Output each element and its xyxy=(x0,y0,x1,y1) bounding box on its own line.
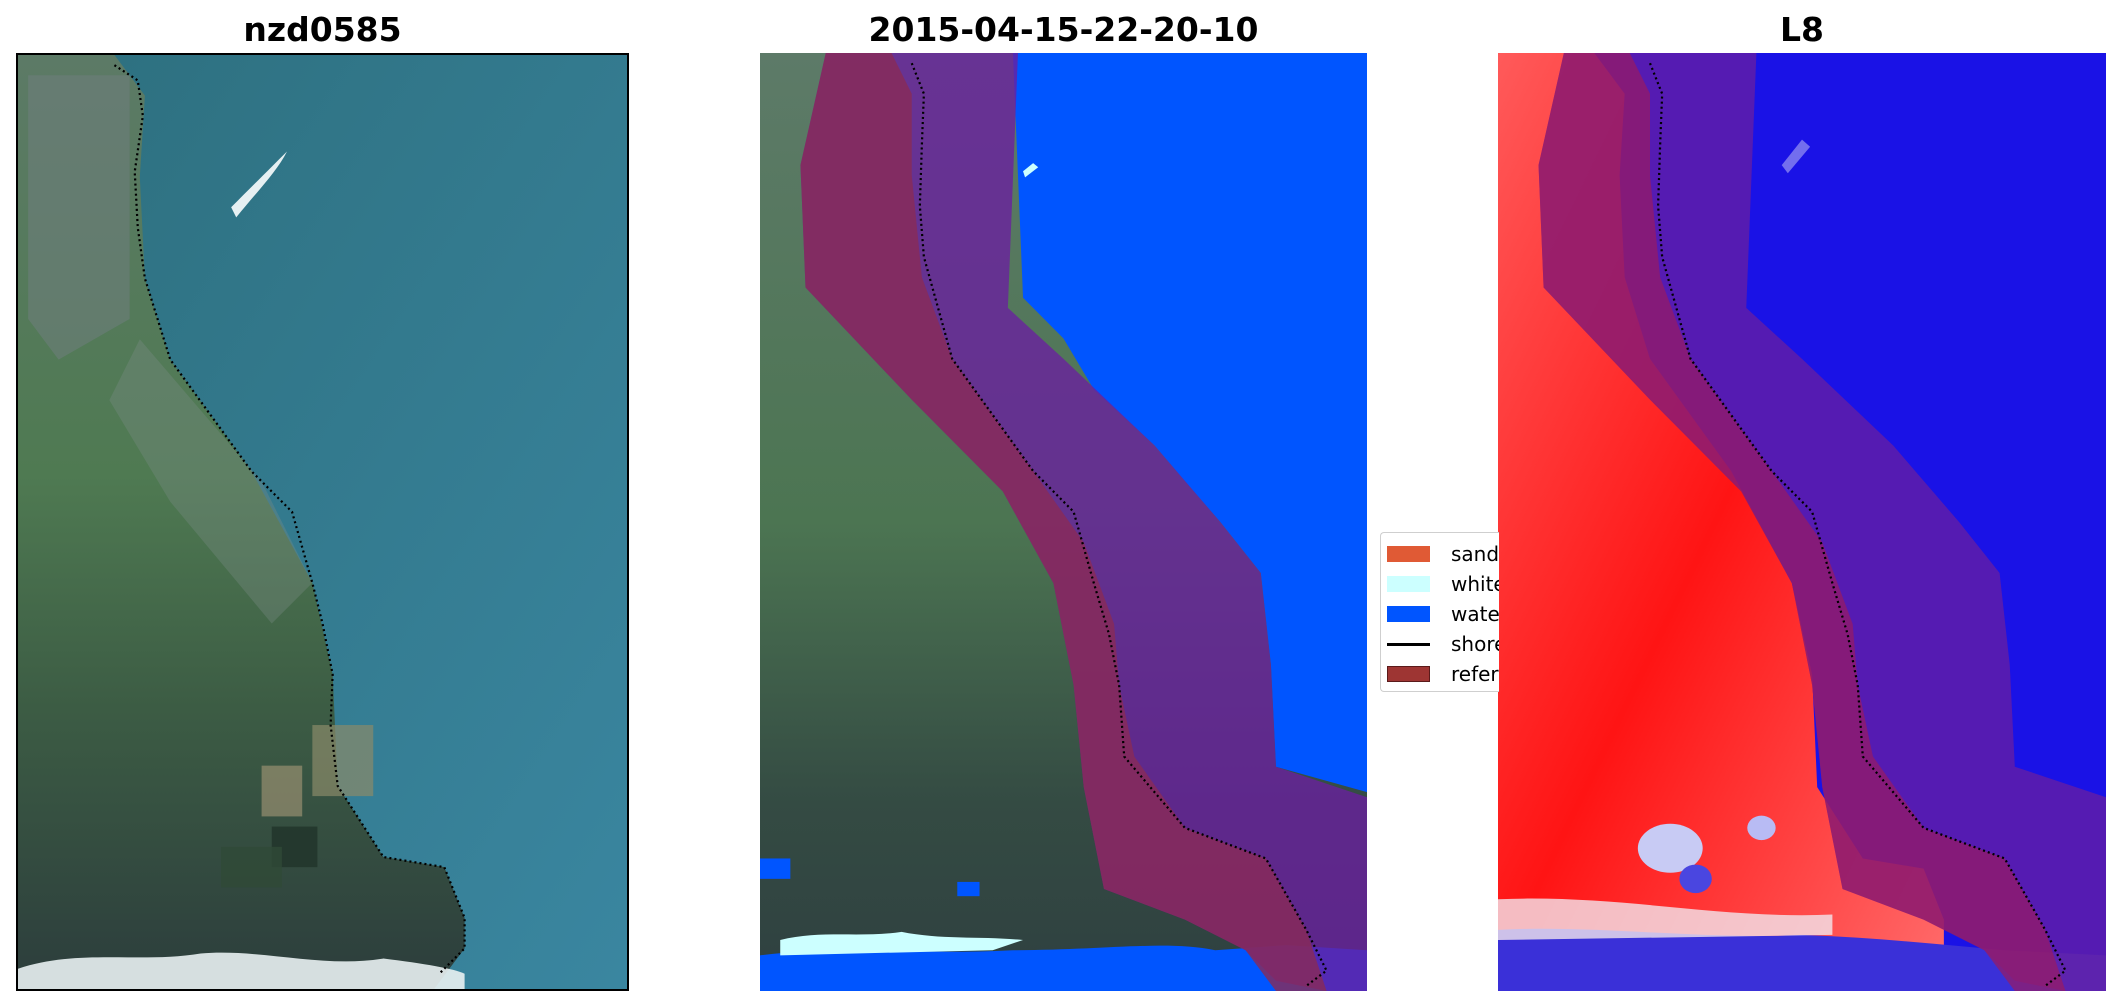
water-swatch xyxy=(1387,606,1430,622)
shoreline-swatch xyxy=(1387,643,1430,646)
legend-item-whitewater: whitewater xyxy=(1387,571,1499,597)
reference-swatch xyxy=(1387,666,1430,682)
sand-swatch xyxy=(1387,546,1430,562)
reference-buffer xyxy=(1538,53,2106,991)
index-panel xyxy=(1498,53,2106,991)
legend-item-sand: sand xyxy=(1387,541,1499,567)
legend: sand whitewater water shoreline referenc… xyxy=(1380,532,1499,692)
legend-item-shoreline: shoreline xyxy=(1387,631,1499,657)
panel-title-3: L8 xyxy=(1780,10,1824,49)
panel-title-1: nzd0585 xyxy=(243,10,402,49)
panel-title-2: 2015-04-15-22-20-10 xyxy=(868,10,1259,49)
whitewater-swatch xyxy=(1387,576,1430,592)
classified-image xyxy=(760,53,1367,991)
legend-item-water: water xyxy=(1387,601,1499,627)
classification-panel xyxy=(760,53,1367,991)
water-class-area xyxy=(1012,53,1367,793)
rgb-image xyxy=(18,55,627,989)
shoreline-line xyxy=(1648,62,2067,987)
reference-buffer xyxy=(800,53,1367,991)
shoreline-line xyxy=(910,62,1328,987)
index-image xyxy=(1498,53,2106,991)
legend-item-reference: reference xyxy=(1387,661,1499,687)
rgb-image-panel xyxy=(16,53,629,991)
